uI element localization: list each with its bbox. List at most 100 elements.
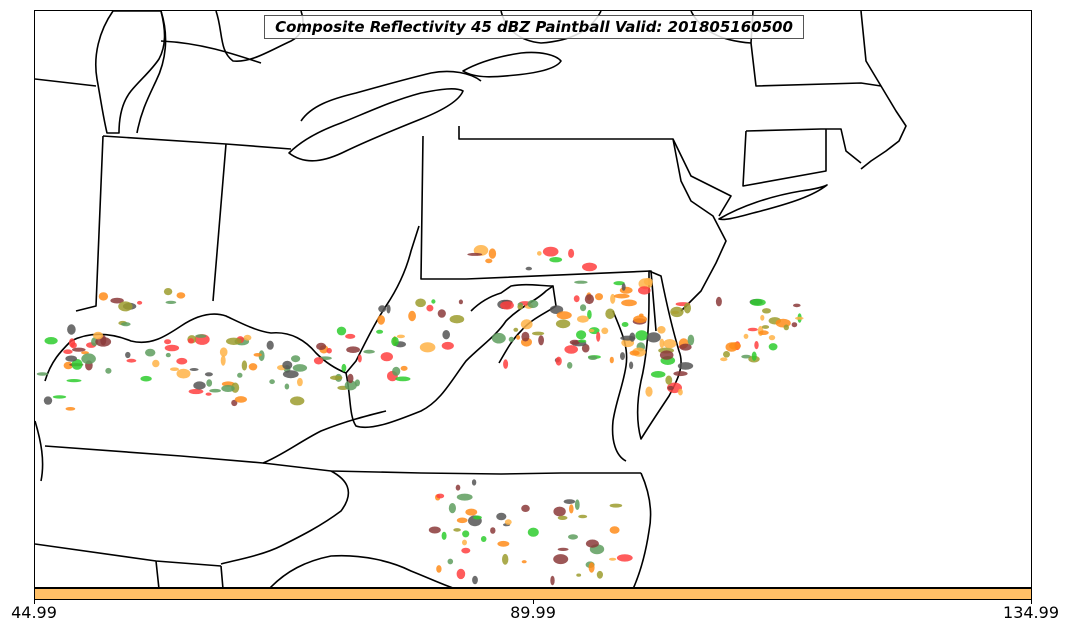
paintball-blob: [326, 347, 332, 354]
paintball-blob: [363, 349, 375, 354]
paintball-blob: [527, 299, 539, 309]
paintball-blob: [621, 299, 637, 307]
paintball-blob: [758, 330, 769, 336]
paintball-blob: [258, 350, 265, 362]
new-england-coast: [860, 11, 907, 170]
paintball-blob: [204, 372, 213, 377]
paintball-blob: [665, 375, 673, 385]
paintball-blob: [336, 326, 347, 336]
colorbar-tick-mid: [533, 600, 534, 604]
paintball-blob: [520, 319, 533, 330]
paintball-blob: [163, 288, 173, 296]
paintball-blob: [621, 322, 629, 327]
paintball-blob: [549, 305, 564, 314]
paintball-blob: [165, 352, 171, 358]
paintball-blob: [221, 381, 235, 387]
lake-erie: [288, 88, 464, 162]
paintball-blob: [188, 388, 204, 395]
va-nc-line: [262, 462, 641, 475]
paintball-blob: [345, 333, 356, 339]
paintball-blob: [679, 343, 692, 351]
paintball-blob: [683, 302, 692, 314]
paintball-blob: [226, 337, 242, 345]
paintball-blob: [629, 350, 640, 356]
paintball-blob: [761, 325, 770, 329]
paintball-blob: [609, 356, 614, 364]
paintball-blob: [253, 353, 262, 357]
paintball-blob: [400, 365, 408, 371]
paintball-blob: [557, 547, 569, 552]
paintball-blob: [137, 300, 143, 305]
paintball-blob: [189, 368, 199, 371]
paintball-blob: [195, 334, 207, 338]
paintball-blob: [66, 379, 82, 383]
paintball-blob: [584, 294, 595, 305]
paintball-blob: [503, 359, 509, 369]
paintball-blob: [71, 359, 83, 370]
paintball-blob: [638, 286, 651, 295]
paintball-blob: [164, 344, 180, 352]
paintball-blob: [193, 381, 206, 390]
paintball-blob: [596, 570, 604, 579]
paintball-blob: [568, 248, 575, 258]
paintball-blob: [491, 332, 506, 344]
paintball-blob: [95, 337, 112, 347]
colorbar: [34, 588, 1032, 600]
paintball-blob: [453, 528, 461, 532]
paintball-blob: [93, 331, 104, 340]
paintball-blob: [550, 575, 555, 586]
illinois-indiana-line: [75, 135, 104, 312]
paintball-blob: [447, 558, 454, 565]
paintball-blob: [569, 339, 580, 345]
paintball-blob: [537, 251, 542, 256]
paintball-blob: [677, 362, 694, 370]
western-ky: [35, 420, 44, 482]
paintball-blob: [616, 554, 633, 562]
paintball-blob: [549, 257, 563, 263]
paintball-blob: [527, 527, 539, 537]
paintball-blob: [657, 326, 666, 334]
paintball-blob: [344, 380, 357, 391]
paintball-blob: [377, 315, 385, 325]
paintball-blob: [231, 399, 238, 407]
paintball-blob: [521, 331, 530, 342]
paintball-blob: [448, 503, 456, 514]
paintball-blob: [472, 575, 478, 585]
paintball-blob: [578, 514, 588, 519]
basemap: [35, 11, 907, 587]
paintball-blob: [266, 340, 274, 350]
paintball-blob: [564, 345, 578, 354]
paintball-blob: [553, 506, 566, 517]
paintball-blob: [442, 330, 451, 340]
paintball-blob: [619, 286, 633, 294]
paintball-blob: [741, 354, 752, 359]
sc-ga-area: [269, 554, 453, 587]
paintball-blob: [573, 295, 580, 303]
paintball-blob: [610, 293, 616, 304]
paintball-blob: [165, 300, 177, 304]
paintball-blob: [291, 355, 301, 363]
paintball-blob: [760, 314, 765, 321]
paintball-blob: [569, 504, 574, 514]
mass-border: [742, 128, 862, 187]
ny-nj-line: [672, 138, 727, 312]
paintball-blob: [556, 311, 572, 320]
paintball-blob: [313, 357, 324, 365]
paintball-blob: [635, 330, 648, 341]
paintball-blob: [105, 367, 112, 374]
paintball-blob: [513, 327, 519, 332]
pa-ny-line: [458, 126, 732, 217]
paintball-blob: [396, 334, 405, 339]
lake-erie-outer: [300, 70, 482, 122]
paintball-blob: [297, 377, 303, 387]
paintball-blob: [485, 258, 493, 264]
lake-michigan-east-shore: [136, 11, 167, 134]
delmarva: [636, 270, 682, 440]
paintball-blob: [81, 353, 96, 365]
atlantic-coast-south: [632, 472, 652, 587]
paintball-blob: [248, 363, 258, 371]
paintball-blob: [750, 298, 766, 306]
paintball-blob: [497, 540, 510, 547]
paintball-blob: [609, 503, 623, 508]
paintball-blob: [44, 337, 58, 345]
